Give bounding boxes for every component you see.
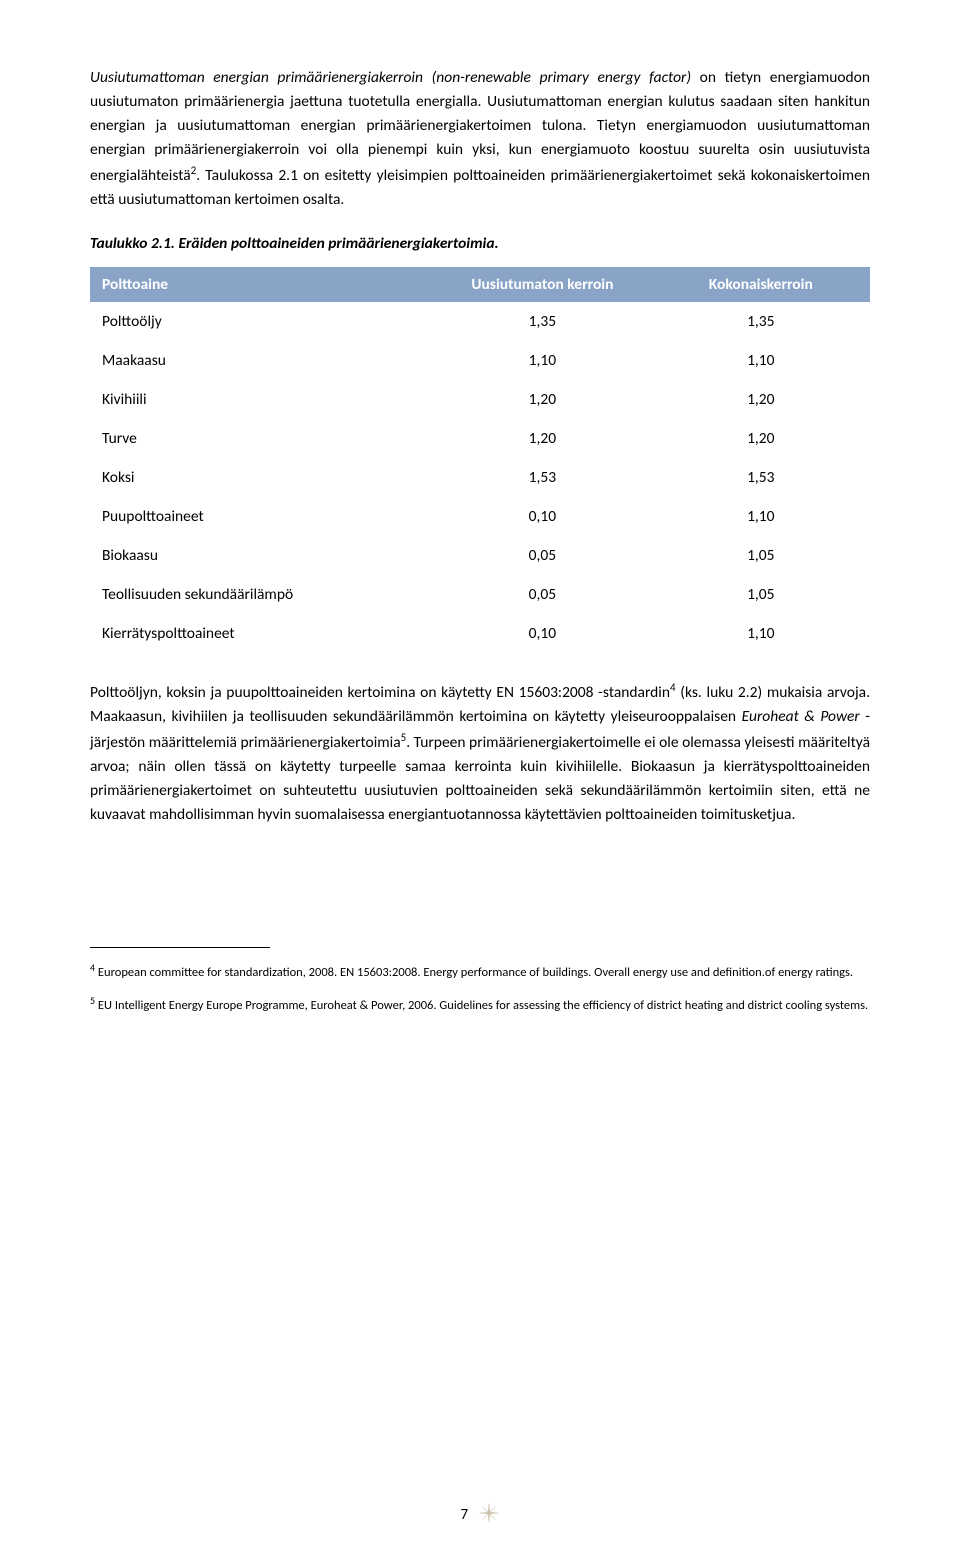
cell-v2: 1,10 [652,614,870,653]
caption-number: Taulukko 2.1. [90,234,175,253]
table-row: Polttoöljy1,351,35 [90,302,870,341]
cell-v1: 1,10 [433,341,651,380]
starburst-icon [478,1502,500,1529]
paragraph-2: Polttoöljyn, koksin ja puupolttoaineiden… [90,679,870,827]
cell-label: Biokaasu [90,536,433,575]
cell-label: Koksi [90,458,433,497]
cell-label: Turve [90,419,433,458]
cell-label: Kivihiili [90,380,433,419]
col-header-fuel: Polttoaine [90,267,433,302]
cell-v1: 0,10 [433,614,651,653]
cell-v1: 1,20 [433,380,651,419]
col-header-nonrenewable: Uusiutumaton kerroin [433,267,651,302]
term-english: (non-renewable primary energy factor) [432,68,691,87]
col-header-total: Kokonaiskerroin [652,267,870,302]
table-row: Maakaasu1,101,10 [90,341,870,380]
cell-v2: 1,20 [652,419,870,458]
cell-v1: 0,05 [433,536,651,575]
table-body: Polttoöljy1,351,35 Maakaasu1,101,10 Kivi… [90,302,870,653]
paragraph-1: Uusiutumattoman energian primäärienergia… [90,66,870,212]
para2-a: Polttoöljyn, koksin ja puupolttoaineiden… [90,683,670,702]
footnote-text: EU Intelligent Energy Europe Programme, … [95,998,868,1013]
footnote-separator [90,947,270,948]
table-caption: Taulukko 2.1. Eräiden polttoaineiden pri… [90,234,870,253]
page-number-value: 7 [460,1506,468,1524]
cell-v1: 0,10 [433,497,651,536]
cell-v2: 1,05 [652,536,870,575]
cell-v2: 1,10 [652,341,870,380]
table-header-row: Polttoaine Uusiutumaton kerroin Kokonais… [90,267,870,302]
cell-v2: 1,20 [652,380,870,419]
cell-v2: 1,05 [652,575,870,614]
document-page: Uusiutumattoman energian primäärienergia… [0,0,960,1551]
cell-v2: 1,35 [652,302,870,341]
cell-v1: 1,35 [433,302,651,341]
table-row: Kivihiili1,201,20 [90,380,870,419]
footnote-text: European committee for standardization, … [95,965,853,980]
table-row: Kierrätyspolttoaineet0,101,10 [90,614,870,653]
cell-label: Maakaasu [90,341,433,380]
cell-v1: 0,05 [433,575,651,614]
cell-label: Kierrätyspolttoaineet [90,614,433,653]
cell-label: Puupolttoaineet [90,497,433,536]
cell-v2: 1,53 [652,458,870,497]
page-number: 7 [0,1502,960,1529]
para2-c: Euroheat & Power [742,707,860,726]
cell-label: Teollisuuden sekundäärilämpö [90,575,433,614]
table-row: Teollisuuden sekundäärilämpö0,051,05 [90,575,870,614]
table-row: Puupolttoaineet0,101,10 [90,497,870,536]
caption-text: Eräiden polttoaineiden primäärienergiake… [175,234,499,253]
cell-v2: 1,10 [652,497,870,536]
term-italic: Uusiutumattoman energian primäärienergia… [90,68,432,87]
cell-v1: 1,53 [433,458,651,497]
fuel-factors-table: Polttoaine Uusiutumaton kerroin Kokonais… [90,267,870,653]
table-row: Turve1,201,20 [90,419,870,458]
table-row: Biokaasu0,051,05 [90,536,870,575]
cell-v1: 1,20 [433,419,651,458]
footnote-4: 4 European committee for standardization… [90,961,870,982]
table-row: Koksi1,531,53 [90,458,870,497]
para1-tail: . Taulukossa 2.1 on esitetty yleisimpien… [90,166,870,209]
cell-label: Polttoöljy [90,302,433,341]
footnote-5: 5 EU Intelligent Energy Europe Programme… [90,994,870,1015]
